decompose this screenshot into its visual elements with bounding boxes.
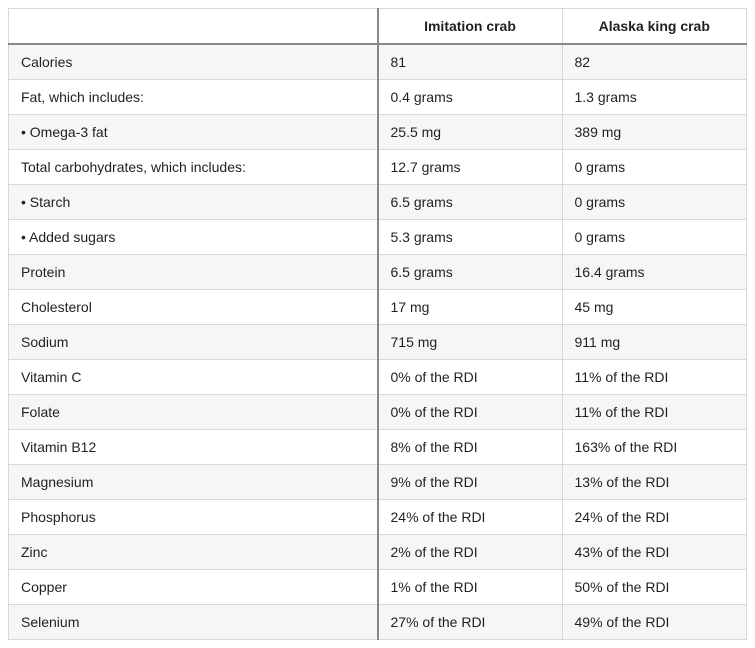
nutrient-label: Phosphorus [9, 500, 378, 535]
table-row: • Starch6.5 grams0 grams [9, 185, 747, 220]
nutrient-value: 5.3 grams [378, 220, 563, 255]
nutrient-label: Total carbohydrates, which includes: [9, 150, 378, 185]
nutrient-label: Copper [9, 570, 378, 605]
nutrient-value: 0 grams [562, 185, 747, 220]
nutrient-value: 43% of the RDI [562, 535, 747, 570]
nutrient-value: 45 mg [562, 290, 747, 325]
nutrient-value: 0 grams [562, 150, 747, 185]
nutrient-label: • Omega-3 fat [9, 115, 378, 150]
nutrition-comparison-table: Imitation crab Alaska king crab Calories… [8, 8, 747, 640]
col-header-imitation: Imitation crab [378, 9, 563, 45]
nutrient-value: 50% of the RDI [562, 570, 747, 605]
nutrient-label: Protein [9, 255, 378, 290]
nutrient-value: 12.7 grams [378, 150, 563, 185]
nutrient-value: 6.5 grams [378, 255, 563, 290]
nutrient-value: 11% of the RDI [562, 360, 747, 395]
table-row: Vitamin C0% of the RDI11% of the RDI [9, 360, 747, 395]
nutrient-value: 6.5 grams [378, 185, 563, 220]
nutrient-label: Vitamin C [9, 360, 378, 395]
table-row: Vitamin B128% of the RDI163% of the RDI [9, 430, 747, 465]
nutrient-value: 11% of the RDI [562, 395, 747, 430]
table-row: Zinc2% of the RDI43% of the RDI [9, 535, 747, 570]
table-row: Magnesium9% of the RDI13% of the RDI [9, 465, 747, 500]
nutrient-value: 0% of the RDI [378, 360, 563, 395]
nutrient-label: Vitamin B12 [9, 430, 378, 465]
nutrient-value: 27% of the RDI [378, 605, 563, 640]
nutrient-value: 0% of the RDI [378, 395, 563, 430]
table-row: Calories8182 [9, 44, 747, 80]
nutrient-value: 715 mg [378, 325, 563, 360]
nutrient-value: 0 grams [562, 220, 747, 255]
nutrient-label: Magnesium [9, 465, 378, 500]
nutrient-label: • Added sugars [9, 220, 378, 255]
table-row: Folate0% of the RDI11% of the RDI [9, 395, 747, 430]
nutrient-value: 389 mg [562, 115, 747, 150]
nutrient-value: 17 mg [378, 290, 563, 325]
nutrient-label: Folate [9, 395, 378, 430]
nutrient-value: 163% of the RDI [562, 430, 747, 465]
nutrient-value: 0.4 grams [378, 80, 563, 115]
table-row: Cholesterol17 mg45 mg [9, 290, 747, 325]
table-row: • Added sugars5.3 grams0 grams [9, 220, 747, 255]
nutrient-value: 2% of the RDI [378, 535, 563, 570]
nutrient-value: 9% of the RDI [378, 465, 563, 500]
table-row: Fat, which includes:0.4 grams1.3 grams [9, 80, 747, 115]
nutrient-value: 49% of the RDI [562, 605, 747, 640]
table-row: • Omega-3 fat25.5 mg389 mg [9, 115, 747, 150]
nutrient-label: Selenium [9, 605, 378, 640]
table-row: Selenium27% of the RDI49% of the RDI [9, 605, 747, 640]
nutrient-value: 82 [562, 44, 747, 80]
table-row: Phosphorus24% of the RDI24% of the RDI [9, 500, 747, 535]
nutrient-value: 24% of the RDI [378, 500, 563, 535]
table-row: Copper1% of the RDI50% of the RDI [9, 570, 747, 605]
nutrient-label: Calories [9, 44, 378, 80]
col-header-nutrient [9, 9, 378, 45]
table-row: Sodium715 mg911 mg [9, 325, 747, 360]
nutrient-value: 25.5 mg [378, 115, 563, 150]
nutrient-value: 16.4 grams [562, 255, 747, 290]
table-body: Calories8182Fat, which includes:0.4 gram… [9, 44, 747, 640]
nutrient-value: 13% of the RDI [562, 465, 747, 500]
nutrient-label: Cholesterol [9, 290, 378, 325]
table-header-row: Imitation crab Alaska king crab [9, 9, 747, 45]
nutrient-label: Fat, which includes: [9, 80, 378, 115]
nutrient-value: 1% of the RDI [378, 570, 563, 605]
nutrient-value: 81 [378, 44, 563, 80]
nutrient-value: 911 mg [562, 325, 747, 360]
nutrient-label: • Starch [9, 185, 378, 220]
table-row: Total carbohydrates, which includes:12.7… [9, 150, 747, 185]
nutrient-label: Zinc [9, 535, 378, 570]
col-header-alaska: Alaska king crab [562, 9, 747, 45]
nutrient-label: Sodium [9, 325, 378, 360]
nutrient-value: 8% of the RDI [378, 430, 563, 465]
nutrient-value: 24% of the RDI [562, 500, 747, 535]
table-row: Protein6.5 grams16.4 grams [9, 255, 747, 290]
nutrient-value: 1.3 grams [562, 80, 747, 115]
